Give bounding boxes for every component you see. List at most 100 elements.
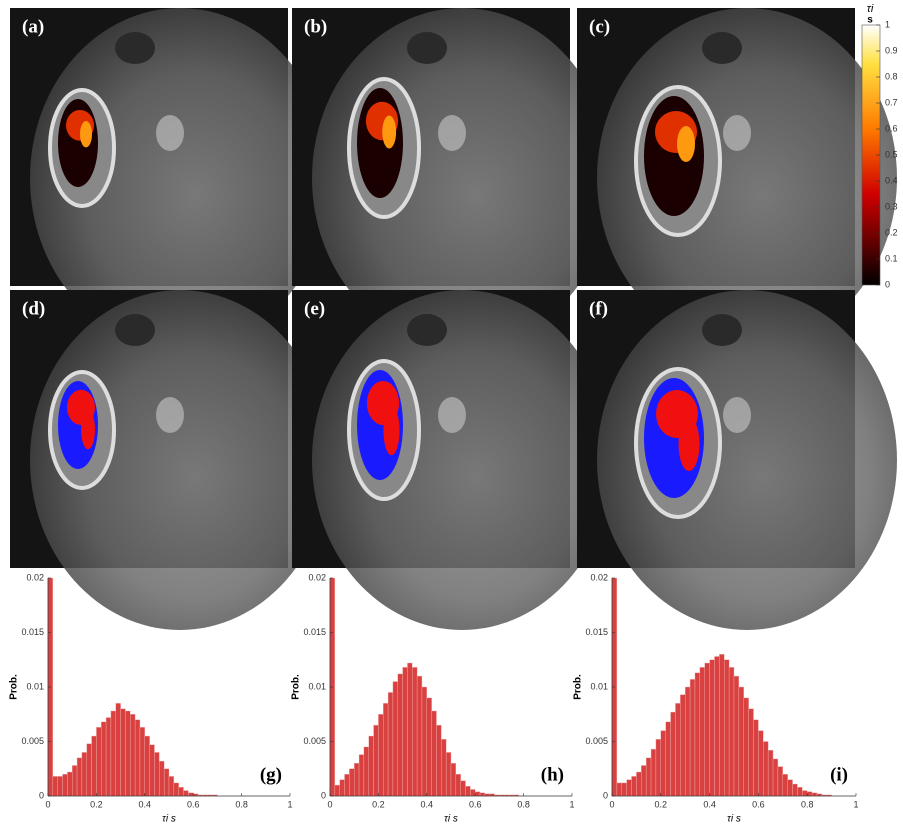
colorbar-tick-label: 0.3 — [885, 201, 898, 211]
bar — [76, 757, 83, 797]
bar — [787, 779, 793, 797]
bar — [782, 774, 788, 797]
y-tick-label: 0.015 — [303, 627, 326, 637]
x-tick-label: 0.6 — [469, 799, 482, 809]
bar — [392, 681, 398, 797]
bar — [110, 710, 116, 797]
panel-label: (d) — [22, 298, 45, 319]
bar — [412, 667, 418, 797]
bar — [91, 735, 97, 797]
bar — [81, 752, 87, 797]
bar — [431, 710, 437, 797]
x-tick-label: 0.8 — [235, 799, 248, 809]
x-tick-label: 1 — [287, 799, 292, 809]
red-region — [678, 417, 700, 471]
x-tick-label: 1 — [569, 799, 574, 809]
mri-panel: (a) — [10, 8, 330, 348]
x-tick-label: 1 — [853, 799, 858, 809]
bar — [115, 703, 121, 797]
bar — [52, 776, 58, 797]
blob — [723, 397, 751, 433]
bar — [660, 730, 666, 797]
bar — [748, 708, 754, 797]
bar — [383, 703, 389, 797]
mri-panel: (e) — [292, 290, 612, 630]
bar — [188, 792, 194, 797]
bar — [685, 686, 691, 797]
colorbar-tick-label: 0.6 — [885, 123, 898, 133]
bar — [402, 667, 408, 797]
bar — [57, 776, 63, 797]
colorbar-tick-label: 0.9 — [885, 45, 898, 55]
mri-panel: (b) — [292, 8, 612, 348]
y-tick-label: 0.015 — [21, 627, 44, 637]
panel-label: (c) — [589, 16, 610, 37]
bar — [441, 739, 447, 797]
bar — [67, 771, 73, 797]
bar — [159, 760, 165, 797]
y-tick-label: 0.02 — [308, 572, 326, 582]
x-axis-label: τi s — [444, 814, 458, 825]
bar — [724, 659, 730, 797]
bar — [154, 752, 160, 797]
bar — [675, 703, 681, 797]
x-tick-label: 0 — [45, 799, 50, 809]
y-tick-label: 0.005 — [21, 736, 44, 746]
colorbar-tick-label: 0.5 — [885, 149, 898, 159]
bar — [144, 735, 150, 797]
bar — [797, 787, 803, 797]
bar — [743, 697, 749, 797]
y-tick-label: 0.01 — [26, 681, 44, 691]
bar — [811, 792, 818, 797]
bar — [777, 766, 783, 797]
bar — [358, 754, 365, 797]
bar — [96, 727, 102, 797]
bar — [125, 710, 131, 797]
bar — [689, 679, 696, 797]
y-axis-label: Prob. — [9, 674, 20, 700]
bar — [665, 721, 671, 797]
bar — [426, 697, 432, 797]
x-tick-label: 0 — [609, 799, 614, 809]
bar — [792, 783, 798, 797]
x-tick-label: 0 — [327, 799, 332, 809]
x-tick-label: 0.2 — [655, 799, 668, 809]
colorbar-title: τi — [867, 3, 874, 15]
bar — [650, 748, 657, 797]
x-tick-label: 0.2 — [90, 799, 103, 809]
y-tick-label: 0.005 — [585, 736, 608, 746]
panel-label: (e) — [304, 298, 325, 319]
bar — [655, 739, 661, 797]
bar — [465, 785, 471, 797]
bar — [62, 774, 68, 797]
x-tick-label: 0.8 — [801, 799, 814, 809]
bar — [621, 782, 627, 797]
image-panels: (a) (b) (c) (d) (e) (f) — [10, 8, 897, 630]
cavity — [115, 32, 155, 64]
bar — [616, 782, 622, 797]
x-axis-label: τi s — [162, 814, 176, 825]
blob — [438, 397, 466, 433]
cavity — [702, 314, 742, 346]
y-tick-label: 0.02 — [26, 572, 44, 582]
x-tick-label: 0.4 — [421, 799, 434, 809]
bar — [763, 741, 769, 797]
hot-spot — [382, 115, 397, 149]
colorbar-tick-label: 0.8 — [885, 71, 898, 81]
bar — [407, 662, 413, 797]
cavity — [702, 32, 742, 64]
bar — [636, 771, 642, 797]
bar — [120, 708, 126, 797]
bar — [719, 654, 725, 797]
bar — [71, 765, 78, 797]
y-tick-label: 0 — [603, 790, 608, 800]
colorbar-tick-label: 0.2 — [885, 227, 898, 237]
bar — [709, 659, 715, 797]
bar — [86, 743, 92, 797]
bar — [641, 765, 647, 797]
bar — [354, 763, 360, 797]
bar — [772, 758, 779, 797]
bar — [101, 721, 107, 797]
y-axis-label: Prob. — [573, 674, 584, 700]
